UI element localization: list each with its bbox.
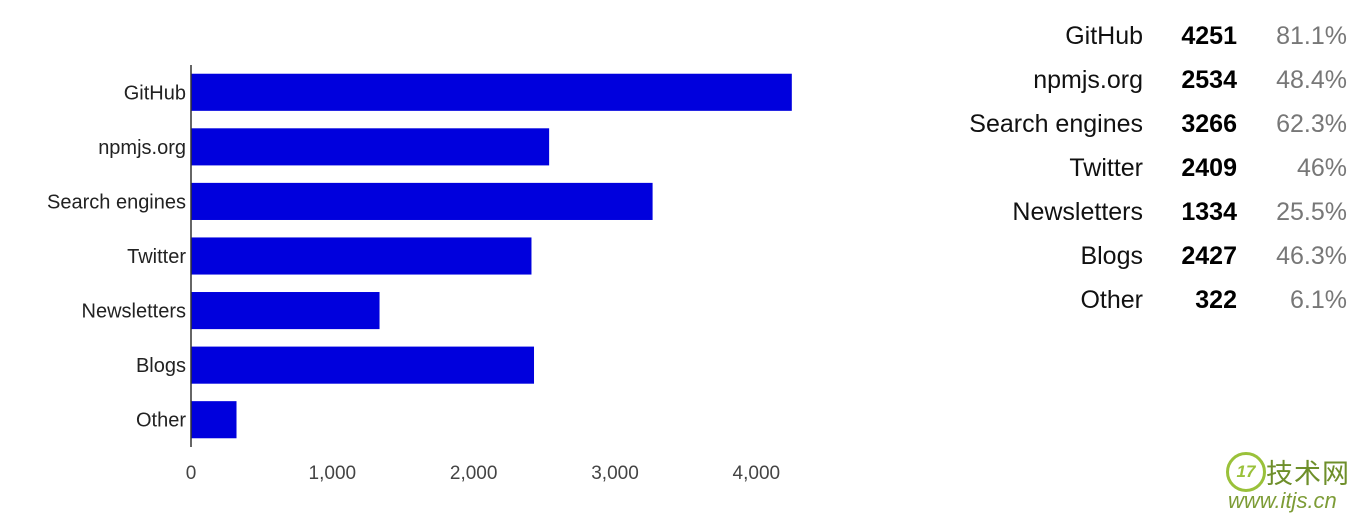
category-label-github: GitHub <box>124 82 186 104</box>
stats-percent: 46% <box>1296 153 1347 182</box>
stats-percent: 48.4% <box>1276 65 1347 94</box>
stats-row: Other 322 6.1% <box>880 278 1347 322</box>
x-tick-label: 3,000 <box>591 463 639 484</box>
bar-newsletters <box>191 292 380 330</box>
category-label-twitter: Twitter <box>127 246 186 268</box>
bar-npmjs-org <box>191 128 550 166</box>
stats-percent: 25.5% <box>1276 197 1347 226</box>
stats-count: 2534 <box>1181 65 1237 94</box>
stats-count: 1334 <box>1181 197 1237 226</box>
watermark-badge: 17 <box>1226 452 1266 492</box>
category-label-search-engines: Search engines <box>47 191 186 213</box>
stats-name: Blogs <box>1080 241 1143 270</box>
stats-row: Newsletters 1334 25.5% <box>880 190 1347 234</box>
stats-count: 2409 <box>1181 153 1237 182</box>
stats-row: Search engines 3266 62.3% <box>880 102 1347 146</box>
stats-row: Twitter 2409 46% <box>880 146 1347 190</box>
category-label-npmjs-org: npmjs.org <box>98 137 186 159</box>
category-label-other: Other <box>136 410 186 432</box>
bar-search-engines <box>191 182 653 220</box>
stats-percent: 81.1% <box>1276 21 1347 50</box>
bar-twitter <box>191 237 532 275</box>
stats-name: Twitter <box>1069 153 1143 182</box>
stats-row: GitHub 4251 81.1% <box>880 14 1347 58</box>
stats-name: Newsletters <box>1012 197 1143 226</box>
stats-count: 3266 <box>1181 109 1237 138</box>
stats-name: GitHub <box>1065 21 1143 50</box>
stats-name: Search engines <box>969 109 1143 138</box>
bar-chart: GitHub npmjs.org Search engines Twitter News… <box>47 65 792 484</box>
x-tick-label: 1,000 <box>309 463 357 484</box>
stats-row: npmjs.org 2534 48.4% <box>880 58 1347 102</box>
watermark-url: www.itjs.cn <box>1228 488 1337 513</box>
category-label-newsletters: Newsletters <box>82 301 186 323</box>
stats-name: Other <box>1080 285 1143 314</box>
stats-percent: 62.3% <box>1276 109 1347 138</box>
x-tick-label: 0 <box>186 463 197 484</box>
stats-percent: 46.3% <box>1276 241 1347 270</box>
bar-blogs <box>191 346 535 384</box>
x-tick-label: 2,000 <box>450 463 498 484</box>
stats-percent: 6.1% <box>1290 285 1347 314</box>
x-axis-ticks: 0 1,000 2,000 3,000 4,000 <box>186 463 780 484</box>
bar-github <box>191 73 792 111</box>
category-label-blogs: Blogs <box>136 355 186 377</box>
stats-count: 2427 <box>1181 241 1237 270</box>
bars-group <box>191 73 792 439</box>
bar-other <box>191 401 237 439</box>
stats-row: Blogs 2427 46.3% <box>880 234 1347 278</box>
watermark: 17 技术网 www.itjs.cn <box>1222 450 1362 518</box>
stats-count: 322 <box>1195 285 1237 314</box>
x-tick-label: 4,000 <box>733 463 781 484</box>
watermark-title: 技术网 <box>1266 459 1350 489</box>
category-labels: GitHub npmjs.org Search engines Twitter News… <box>47 82 186 431</box>
stats-table: GitHub 4251 81.1% npmjs.org 2534 48.4% Search … <box>880 14 1347 322</box>
stats-count: 4251 <box>1181 21 1237 50</box>
stats-name: npmjs.org <box>1033 65 1143 94</box>
